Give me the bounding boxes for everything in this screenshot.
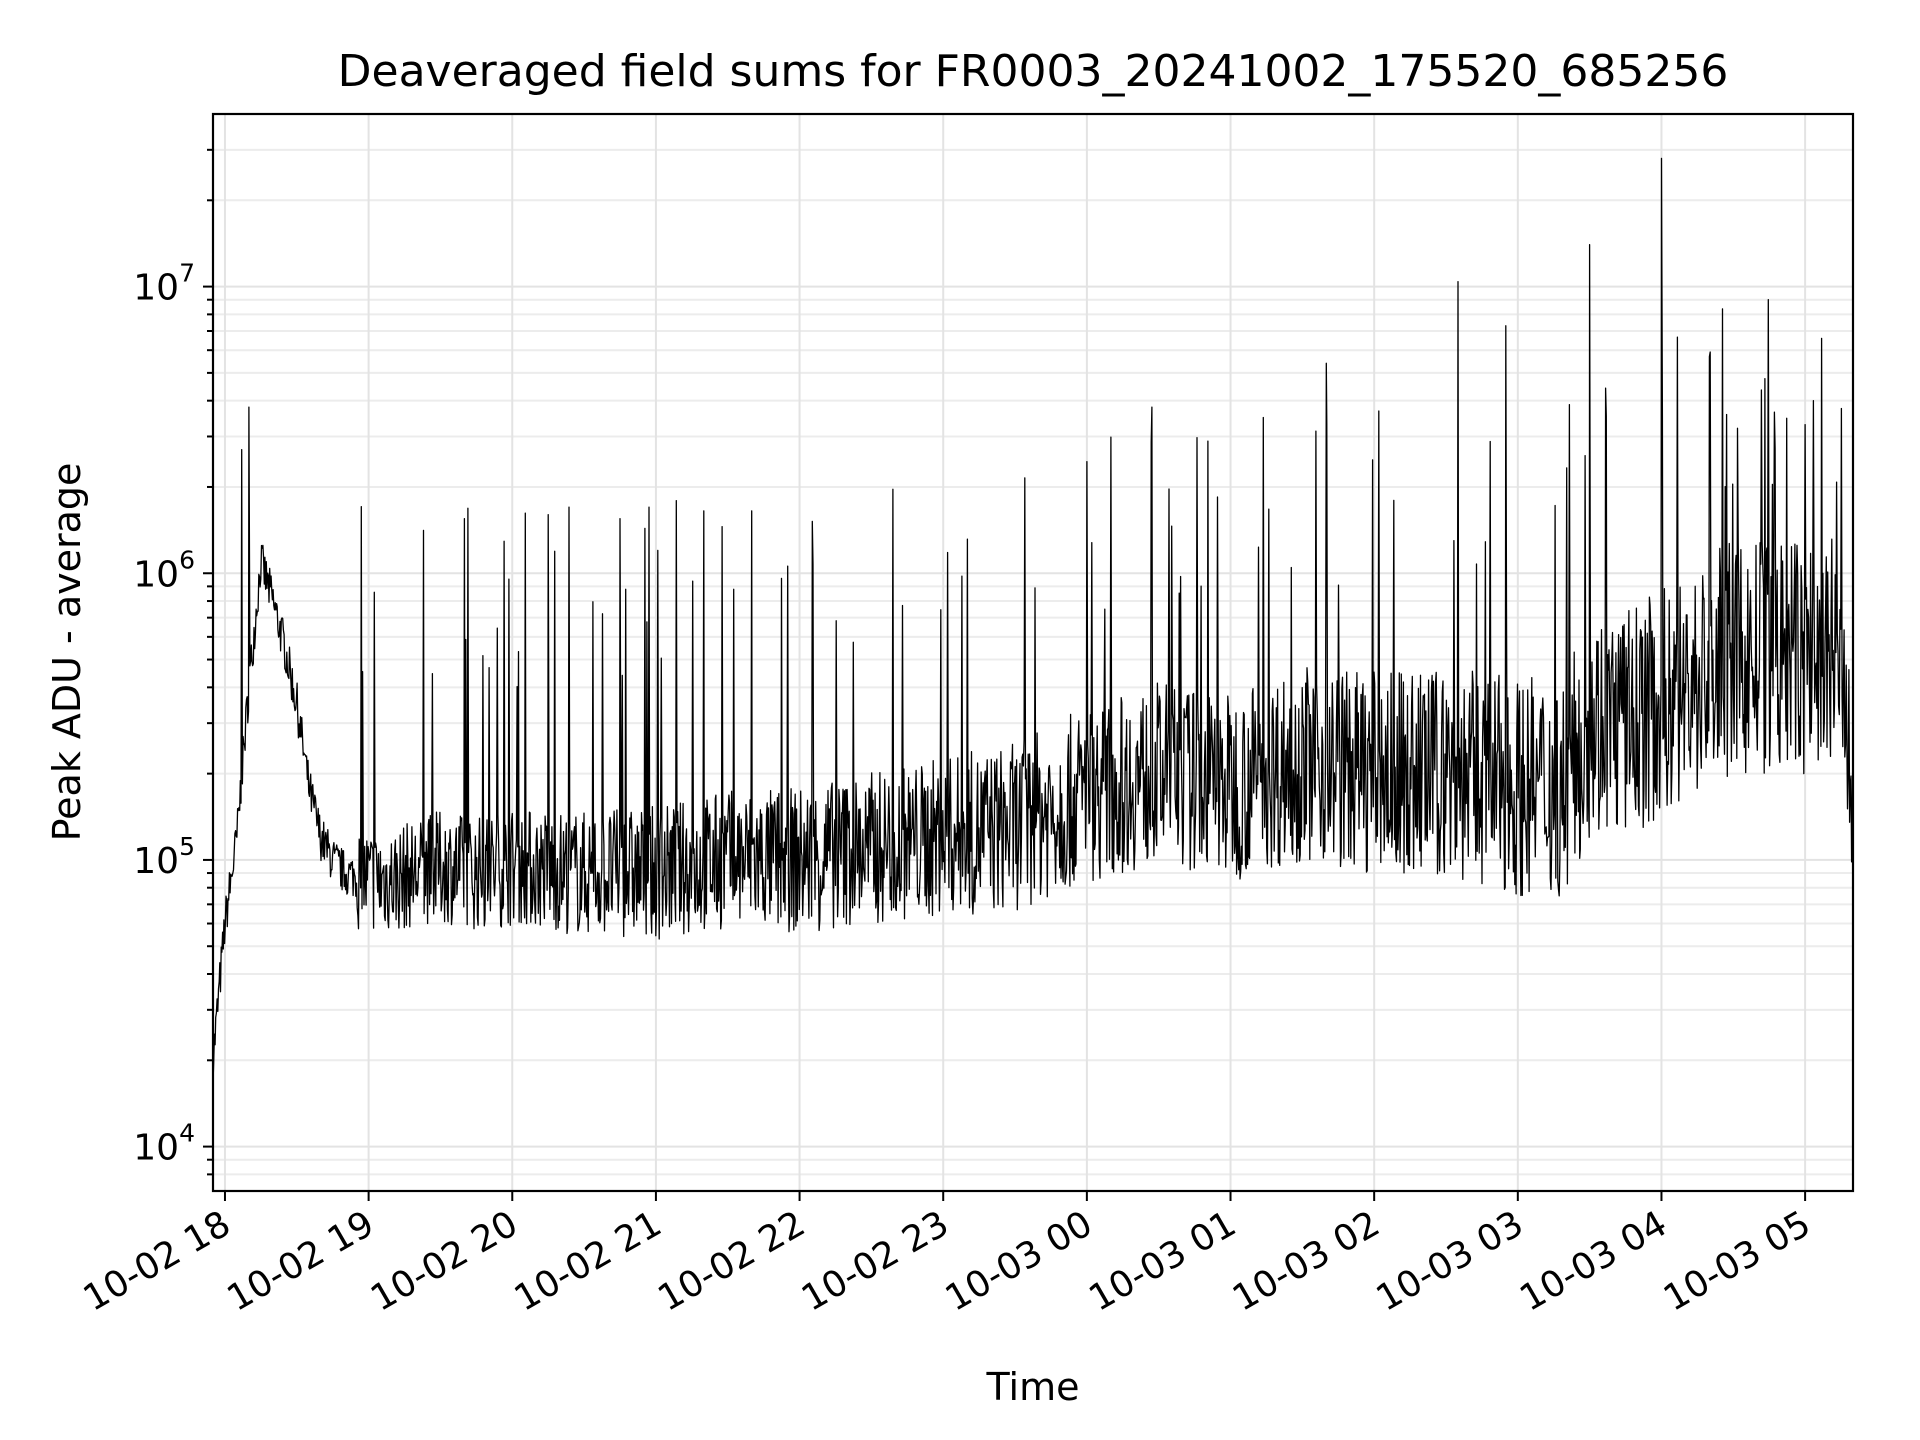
series-layer [212,157,1854,1084]
plot-frame [211,112,1855,1193]
y-tick-label: 104 [133,1119,195,1169]
x-axis-label: Time [986,1365,1080,1409]
y-tick-label: 105 [133,832,195,882]
chart-title: Deaveraged field sums for FR0003_2024100… [338,46,1729,97]
y-tick-label: 107 [133,259,195,309]
y-axis-label: Peak ADU - average [45,463,89,842]
series-line [212,157,1854,1084]
y-tick-label: 106 [133,545,195,595]
